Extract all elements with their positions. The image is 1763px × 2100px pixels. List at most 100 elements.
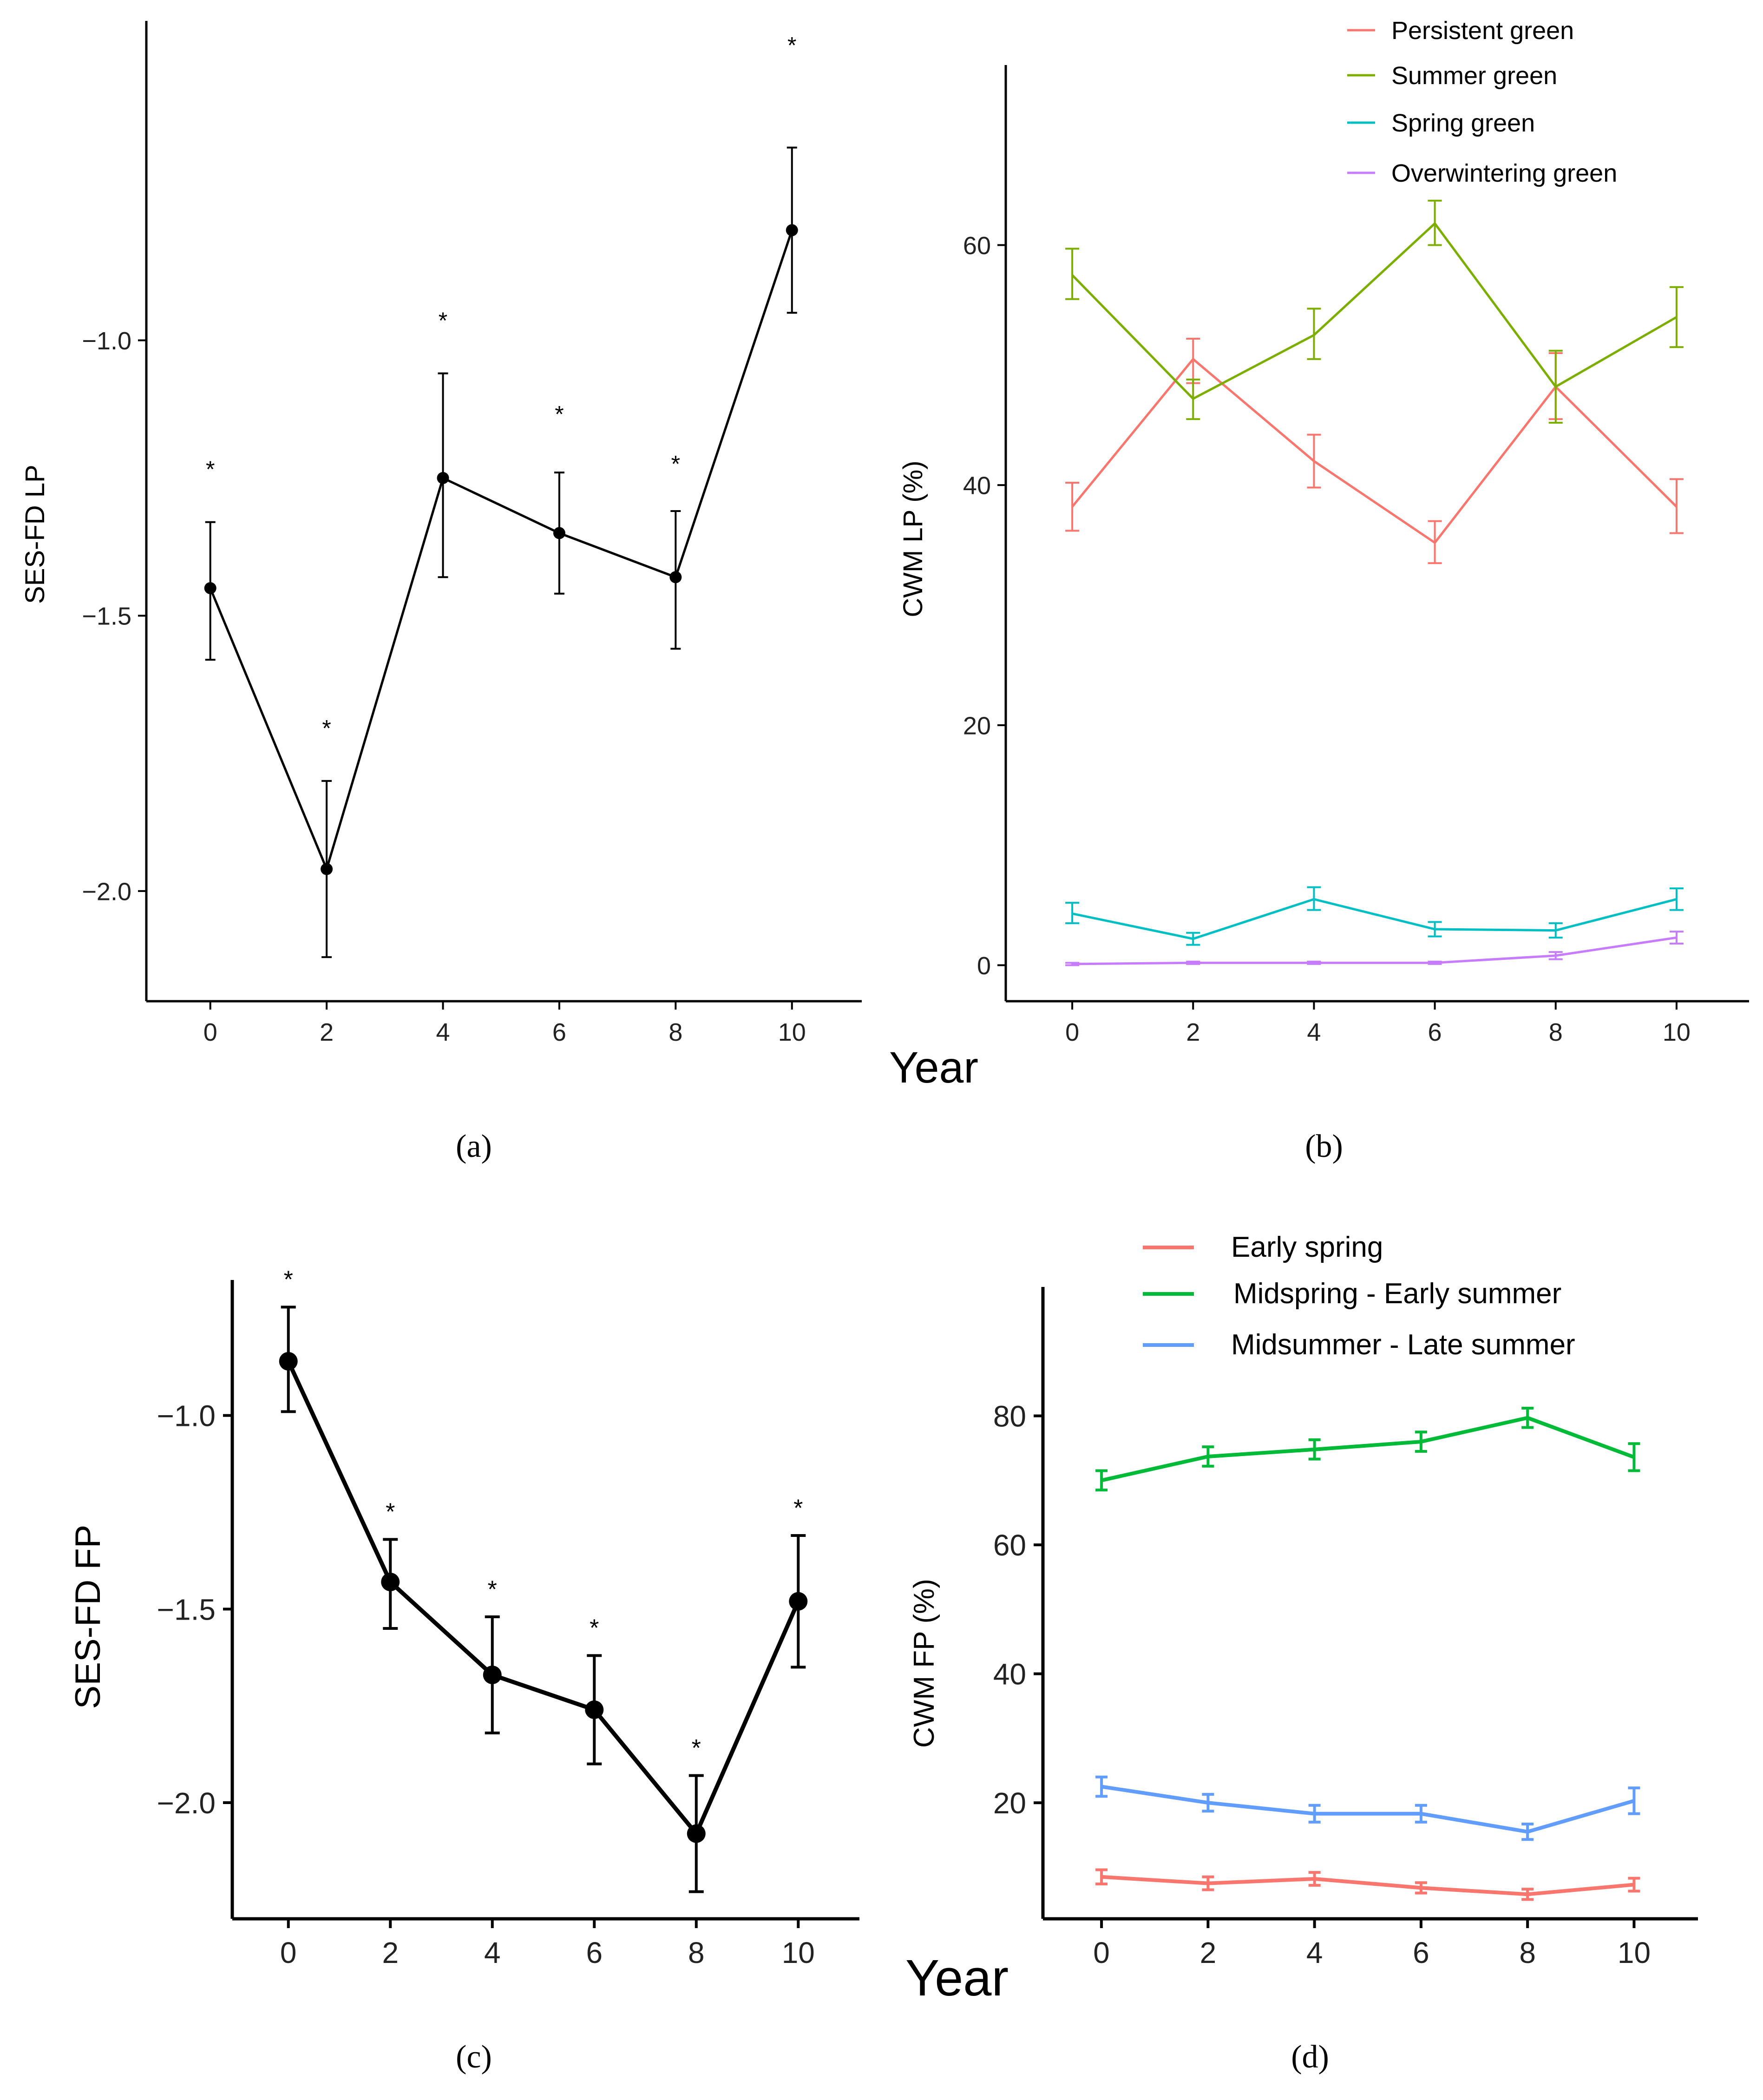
- series-line-ses-fd-lp: [209, 230, 793, 873]
- panel-b-plot: 0 20 40 60 0 2 4 6 8 10: [963, 65, 1749, 1046]
- x-tick-label: 6: [552, 1018, 566, 1046]
- panel-c-ylabel: SES-FD FP: [68, 1525, 108, 1709]
- x-tick-label: 6: [1428, 1018, 1442, 1046]
- x-tick-label: 10: [1663, 1018, 1691, 1046]
- legend-label: Overwintering green: [1391, 159, 1617, 187]
- y-tick-label: 20: [963, 712, 991, 740]
- panel-b-ylabel: CWM LP (%): [898, 460, 928, 617]
- data-point-ses-fd-fp: [789, 1592, 808, 1611]
- caption-c: (c): [456, 2039, 492, 2075]
- significance-star: *: [206, 456, 215, 482]
- series-line-ses-fd-fp: [286, 1360, 800, 1838]
- legend-label: Persistent green: [1391, 17, 1574, 45]
- series-line-persistent-green: [1071, 357, 1678, 545]
- x-tick-label: 10: [778, 1018, 806, 1046]
- panel-c: −1.0 −1.5 −2.0 0 2 4 6 8 10 * * * * * * SES-FD FP Year…: [68, 1267, 1009, 2075]
- legend-label: Early spring: [1231, 1231, 1383, 1263]
- y-tick-label: −1.5: [157, 1593, 216, 1626]
- y-tick-label: 20: [993, 1786, 1026, 1820]
- legend-item-overwintering-green: Overwintering green: [1347, 159, 1617, 187]
- panel-d: 20 40 60 80 0 2 4 6 8 10 CWM FP (%) Early spring …: [908, 1231, 1698, 2075]
- x-tick-label: 2: [320, 1018, 334, 1046]
- y-tick-label: −2.0: [82, 878, 131, 906]
- significance-star: *: [793, 1495, 803, 1522]
- significance-star: *: [692, 1735, 701, 1762]
- legend-item-midsummer-late-summer: Midsummer - Late summer: [1143, 1329, 1575, 1361]
- legend-item-persistent-green: Persistent green: [1347, 17, 1574, 45]
- legend-label: Summer green: [1391, 62, 1557, 90]
- x-tick-label: 2: [382, 1936, 399, 1969]
- x-tick-label: 6: [1413, 1936, 1429, 1969]
- x-tick-label: 8: [1519, 1936, 1536, 1969]
- legend-label: Spring green: [1391, 109, 1535, 137]
- y-tick-label: 40: [993, 1658, 1026, 1691]
- series-line-midspring-early-summer: [1101, 1416, 1635, 1483]
- panel-c-xlabel: Year: [905, 1949, 1009, 2007]
- legend-item-summer-green: Summer green: [1347, 62, 1557, 90]
- data-point-ses-fd-fp: [483, 1666, 502, 1684]
- data-point-ses-fd-lp: [204, 582, 216, 594]
- caption-d: (d): [1291, 2039, 1329, 2075]
- legend-item-spring-green: Spring green: [1347, 109, 1535, 137]
- significance-star: *: [322, 715, 331, 741]
- significance-star: *: [671, 451, 680, 477]
- data-point-ses-fd-fp: [381, 1573, 400, 1591]
- series-line-spring-green: [1072, 898, 1677, 940]
- y-tick-label: −2.0: [157, 1786, 216, 1820]
- panel-d-plot: 20 40 60 80 0 2 4 6 8 10: [993, 1287, 1698, 1969]
- x-tick-label: 0: [1065, 1018, 1079, 1046]
- data-point-ses-fd-lp: [553, 527, 565, 539]
- caption-b: (b): [1305, 1129, 1343, 1164]
- x-tick-label: 0: [203, 1018, 217, 1046]
- data-point-ses-fd-lp: [786, 224, 798, 236]
- y-tick-label: 0: [977, 952, 991, 980]
- legend-item-early-spring: Early spring: [1143, 1231, 1383, 1263]
- y-tick-label: −1.5: [82, 603, 131, 630]
- x-tick-label: 8: [668, 1018, 682, 1046]
- panel-c-plot: −1.0 −1.5 −2.0 0 2 4 6 8 10 * * * * * *: [157, 1267, 859, 1969]
- y-tick-label: −1.0: [157, 1399, 216, 1433]
- x-tick-label: 8: [1549, 1018, 1563, 1046]
- significance-star: *: [439, 308, 447, 334]
- panel-a-xlabel: Year: [889, 1043, 978, 1092]
- panel-a: −1.0 −1.5 −2.0 0 2 4 6 8 10 * * * * * * SES-FD LP Year…: [20, 21, 978, 1164]
- data-point-ses-fd-fp: [279, 1352, 298, 1371]
- x-tick-label: 8: [688, 1936, 705, 1969]
- y-tick-label: −1.0: [82, 327, 131, 355]
- series-line-early-spring: [1101, 1875, 1634, 1897]
- legend-item-midspring-early-summer: Midspring - Early summer: [1143, 1278, 1561, 1310]
- x-tick-label: 10: [1618, 1936, 1651, 1969]
- data-point-ses-fd-lp: [669, 571, 682, 584]
- x-tick-label: 4: [1307, 1018, 1321, 1046]
- panel-a-ylabel: SES-FD LP: [20, 465, 50, 604]
- y-tick-label: 40: [963, 472, 991, 500]
- significance-star: *: [555, 401, 564, 427]
- legend-label: Midsummer - Late summer: [1231, 1329, 1575, 1361]
- panel-b: 0 20 40 60 0 2 4 6 8 10 CWM LP (%) Persistent gre…: [898, 17, 1749, 1164]
- panel-d-legend: Early spring Midspring - Early summer Mi…: [1143, 1231, 1575, 1361]
- series-line-overwintering-green: [1072, 936, 1677, 965]
- legend-label: Midspring - Early summer: [1233, 1278, 1561, 1310]
- data-point-ses-fd-fp: [585, 1700, 604, 1719]
- x-tick-label: 2: [1186, 1018, 1200, 1046]
- panel-a-plot: −1.0 −1.5 −2.0 0 2 4 6 8 10 * * * * * *: [82, 21, 862, 1046]
- series-line-midsummer-late-summer: [1101, 1785, 1635, 1834]
- y-tick-label: 60: [963, 232, 991, 260]
- x-tick-label: 4: [484, 1936, 501, 1969]
- x-tick-label: 0: [280, 1936, 297, 1969]
- data-point-ses-fd-fp: [687, 1824, 706, 1843]
- series-line-summer-green: [1071, 222, 1678, 400]
- y-tick-label: 60: [993, 1529, 1026, 1562]
- significance-star: *: [787, 32, 796, 58]
- caption-a: (a): [456, 1129, 492, 1164]
- significance-star: *: [488, 1576, 497, 1603]
- data-point-ses-fd-lp: [321, 863, 333, 875]
- x-tick-label: 2: [1200, 1936, 1217, 1969]
- x-tick-label: 10: [782, 1936, 815, 1969]
- y-tick-label: 80: [993, 1400, 1026, 1433]
- panel-b-legend: Persistent green Summer green Spring gre…: [1347, 17, 1617, 187]
- significance-star: *: [386, 1499, 395, 1526]
- x-tick-label: 4: [436, 1018, 450, 1046]
